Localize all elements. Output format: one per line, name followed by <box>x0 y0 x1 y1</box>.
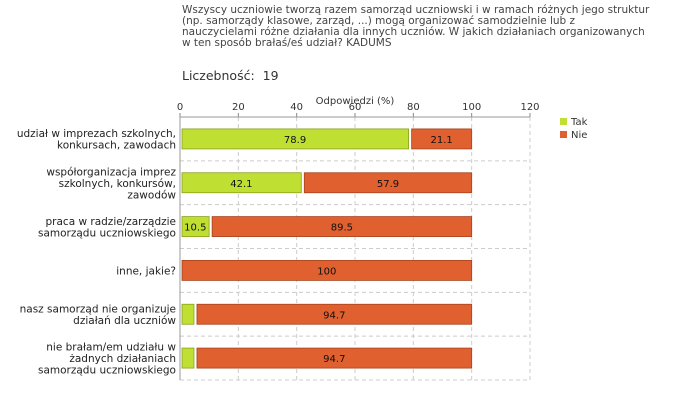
legend-swatch-nie <box>560 131 567 138</box>
legend-swatch-tak <box>560 118 567 125</box>
x-tick-label: 40 <box>290 102 303 113</box>
bar-label-nie: 57.9 <box>377 179 399 190</box>
legend-label-nie: Nie <box>571 130 587 141</box>
category-label-line: konkursach, zawodach <box>57 140 176 152</box>
category-label-line: samorządu uczniowskiego <box>38 227 176 239</box>
category-label: nie brałam/em udziału w żadnych działania… <box>38 342 176 377</box>
bar-nie <box>196 347 473 369</box>
bar-tak <box>181 347 195 369</box>
category-label-line: działań dla uczniów <box>73 315 176 327</box>
bar-tak <box>181 216 210 237</box>
bar-tak <box>181 172 302 194</box>
bar-nie <box>411 128 473 150</box>
bar-nie <box>303 172 473 194</box>
question-text: Wszyscy uczniowie tworzą razem samorząd … <box>182 4 650 49</box>
x-tick-label: 80 <box>407 102 420 113</box>
category-label-line: nie brałam/em udziału w <box>46 342 176 354</box>
category-label-line: nasz samorząd nie organizuje <box>20 304 176 316</box>
bar-tak <box>181 128 410 150</box>
bar-label-tak: 78.9 <box>284 135 306 146</box>
category-label: współorganizacja imprez szkolnych, konkur… <box>46 166 176 201</box>
bar-label-nie: 100 <box>317 266 336 277</box>
legend-label-tak: Tak <box>570 117 588 128</box>
x-tick-label: 20 <box>232 102 245 113</box>
category-label-line: praca w radzie/zarządzie <box>46 216 177 228</box>
x-tick-label: 100 <box>462 102 481 113</box>
x-tick-label: 0 <box>177 102 183 113</box>
x-tick-label: 60 <box>349 102 362 113</box>
category-label-line: zawodów <box>127 189 176 201</box>
category-label: udział w imprezach szkolnych, konkursach,… <box>17 128 176 152</box>
category-label-line: współorganizacja imprez <box>46 166 176 178</box>
bar-label-nie: 94.7 <box>323 354 345 365</box>
category-label-line: szkolnych, konkursów, <box>59 178 176 190</box>
sample-size-value: 19 <box>262 68 279 83</box>
bar-label-nie: 89.5 <box>331 223 353 234</box>
sample-size-label: Liczebność: <box>182 68 255 83</box>
bar-tak <box>181 303 195 325</box>
sample-size: Liczebność: 19 <box>182 68 279 83</box>
category-label-line: samorządu uczniowskiego <box>38 365 176 377</box>
bar-label-tak: 10.5 <box>184 223 206 234</box>
x-axis-title: Odpowiedzi (%) <box>316 96 395 107</box>
category-label-line: udział w imprezach szkolnych, <box>17 128 176 140</box>
bar-label-nie: 21.1 <box>431 135 453 146</box>
bar-label-tak: 42.1 <box>230 179 252 190</box>
category-label: nasz samorząd nie organizuje działań dla … <box>20 304 177 328</box>
bar-nie <box>211 216 473 237</box>
bar-nie <box>181 260 473 281</box>
category-label: inne, jakie? <box>116 265 176 277</box>
x-tick-label: 120 <box>520 102 539 113</box>
bar-label-nie: 94.7 <box>323 310 345 321</box>
category-label-line: inne, jakie? <box>116 265 176 277</box>
category-label: praca w radzie/zarządzie samorządu ucznio… <box>38 216 176 240</box>
bar-nie <box>196 303 473 325</box>
category-label-line: żadnych działaniach <box>69 353 176 365</box>
